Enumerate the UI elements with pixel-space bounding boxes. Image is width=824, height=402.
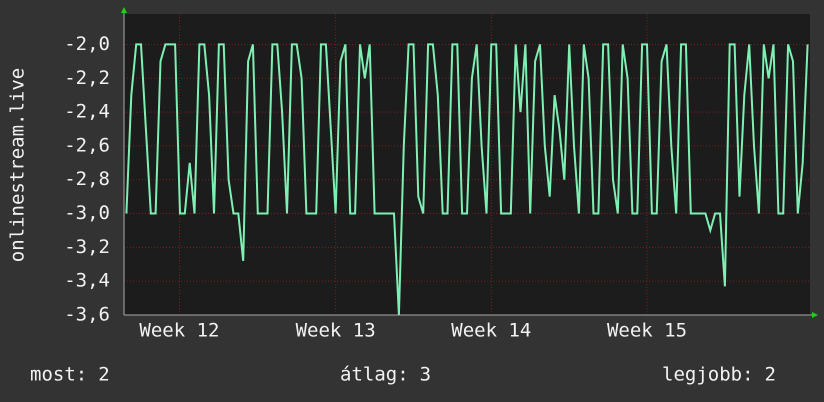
plot-area	[124, 14, 810, 315]
stat-label: most:	[30, 364, 87, 386]
x-tick-label: Week 15	[607, 320, 687, 342]
x-tick-label: Week 13	[296, 320, 376, 342]
data-line	[125, 43, 809, 316]
stat-label: legjobb:	[662, 364, 754, 386]
y-tick-label: -3,6	[64, 304, 110, 326]
x-tick-label: Week 14	[451, 320, 531, 342]
y-tick-label: -2,0	[64, 33, 110, 55]
y-tick-label: -3,2	[64, 236, 110, 258]
stat-value: 2	[98, 364, 109, 386]
axis-arrow	[812, 312, 818, 318]
stat-value: 3	[420, 364, 431, 386]
stat-value: 2	[765, 364, 776, 386]
y-tick-label: -2,6	[64, 134, 110, 156]
x-tick-label: Week 12	[139, 320, 219, 342]
axis-arrow	[121, 7, 127, 13]
y-tick-label: -2,8	[64, 168, 110, 190]
y-tick-label: -3,0	[64, 202, 110, 224]
y-axis-label: onlinestream.live	[7, 68, 29, 262]
y-tick-label: -2,4	[64, 101, 110, 123]
stat-label: átlag:	[340, 364, 409, 386]
y-tick-label: -3,4	[64, 270, 110, 292]
y-tick-label: -2,2	[64, 67, 110, 89]
